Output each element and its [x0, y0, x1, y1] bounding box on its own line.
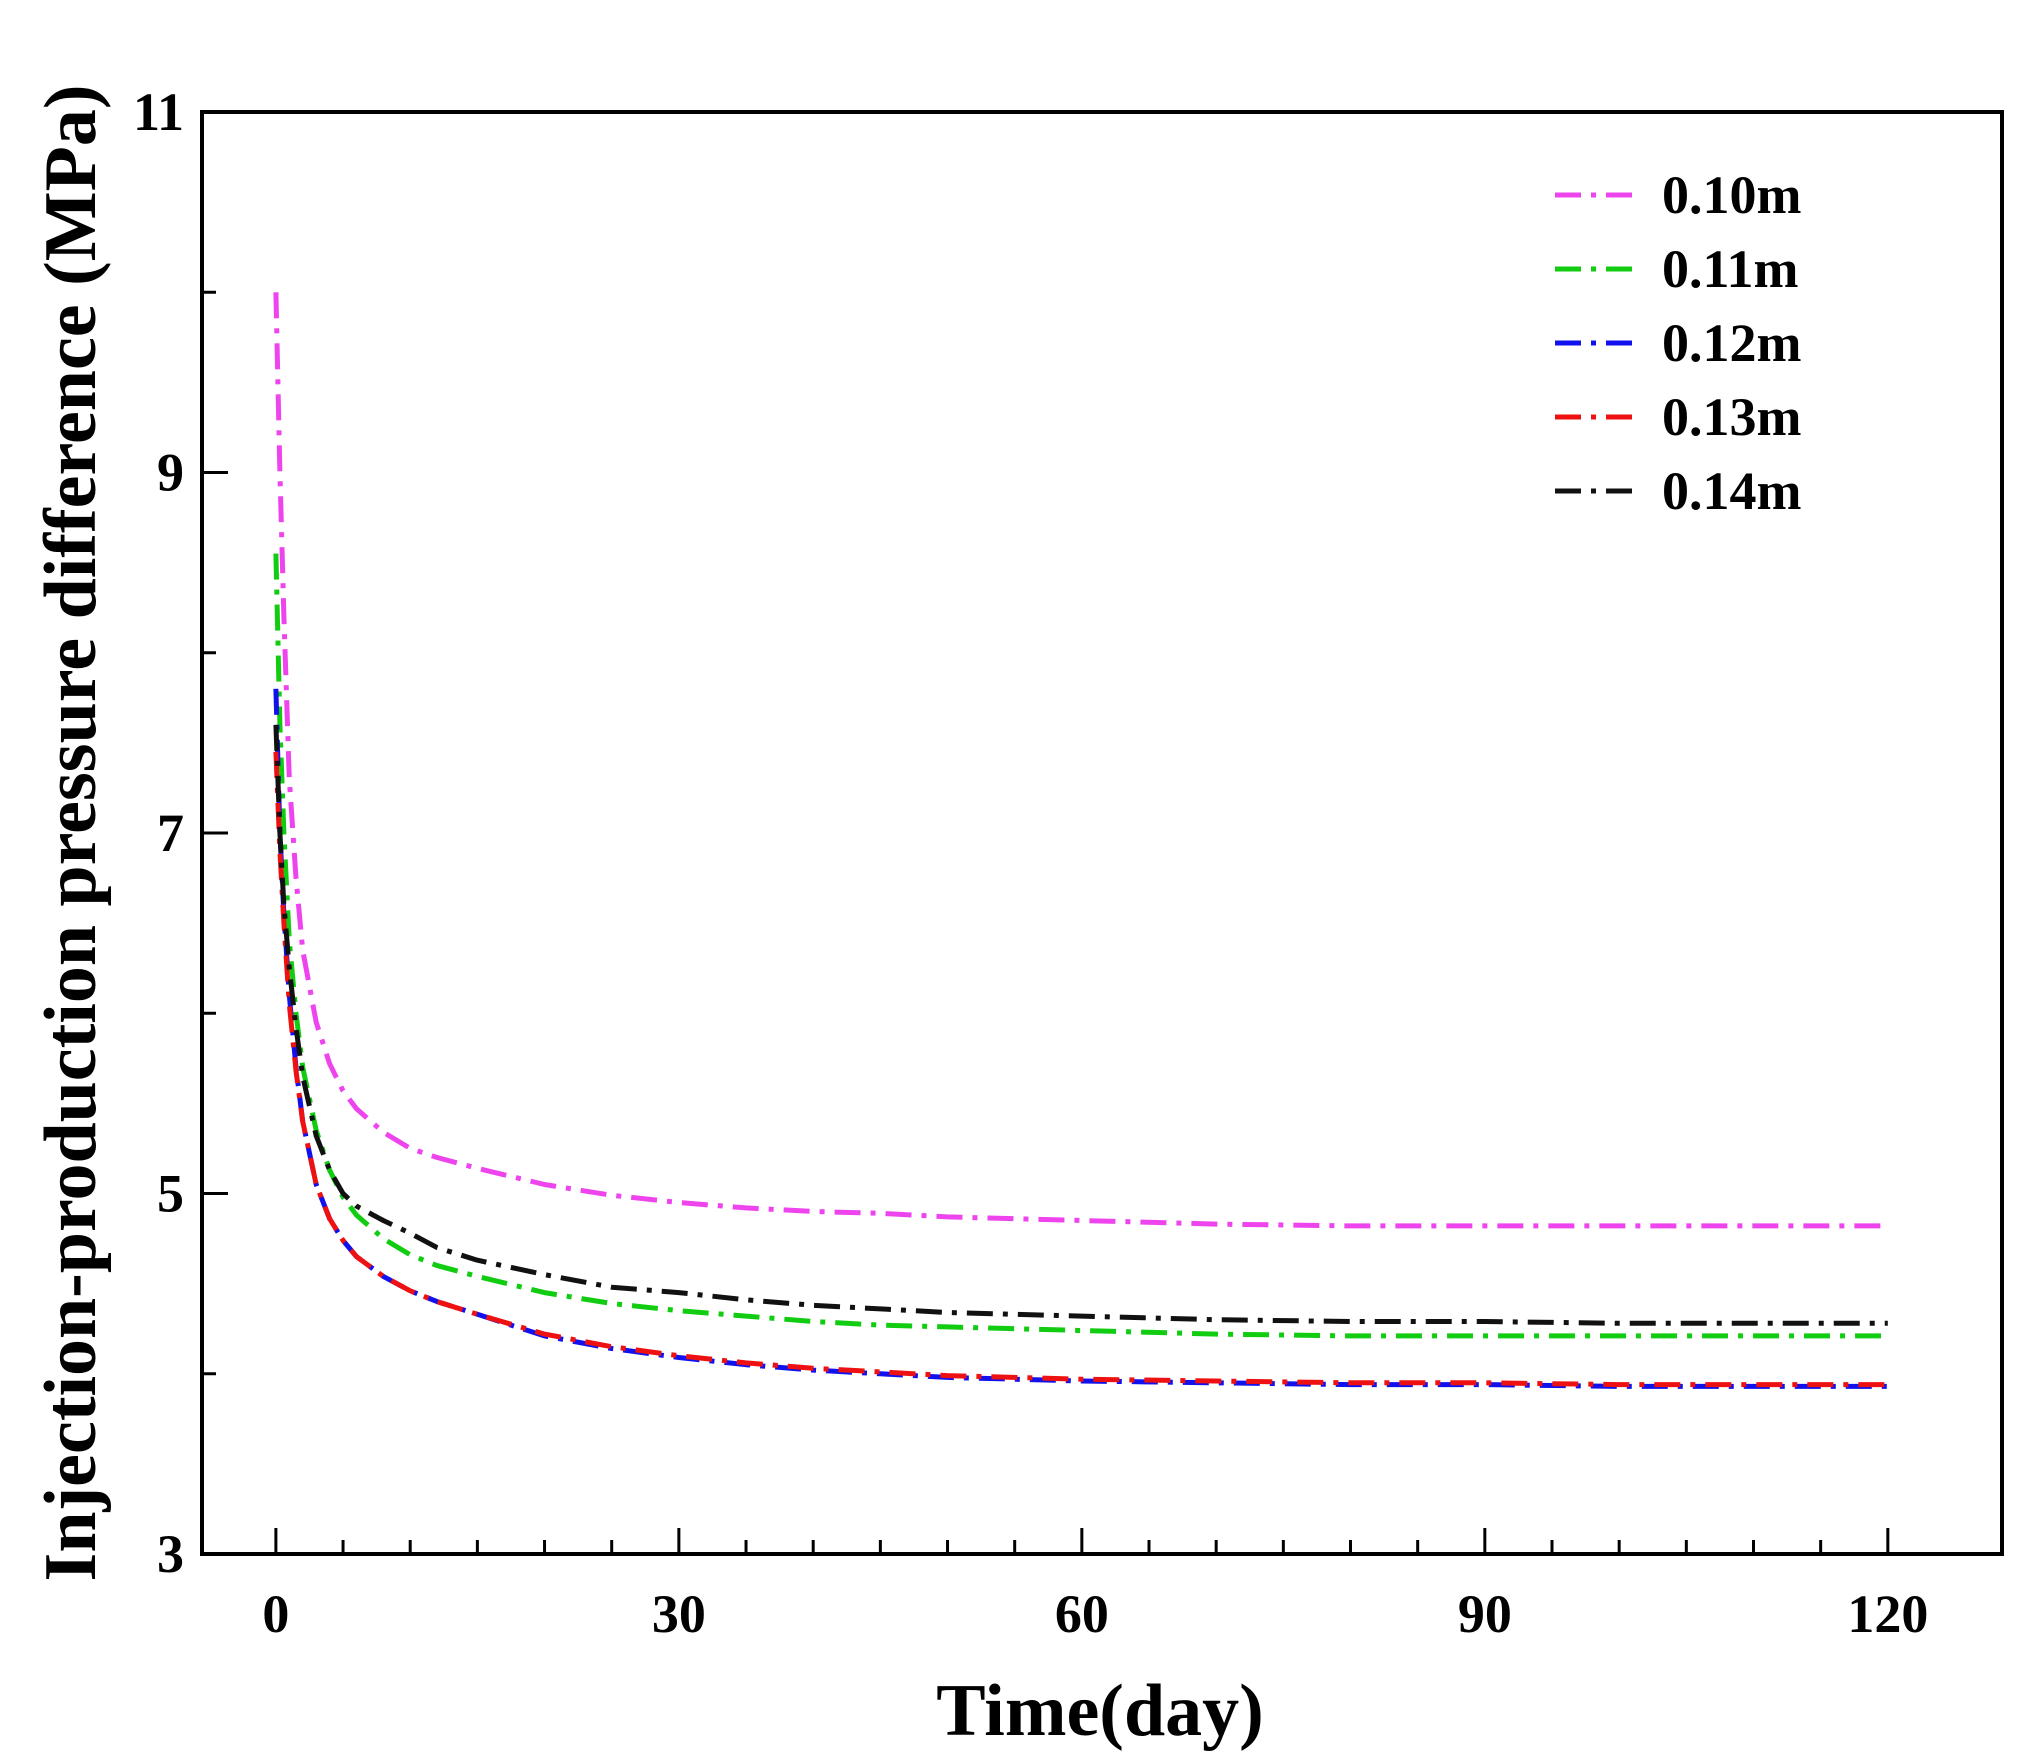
series-lines — [273, 292, 1888, 1389]
axis-ticks — [202, 110, 1890, 1556]
series-line-0.10m — [273, 292, 1888, 1229]
y-axis-title: Injection-production pressure difference… — [30, 85, 112, 1582]
x-tick-label: 120 — [1847, 1584, 1928, 1644]
y-tick-labels: 3 5 7 9 11 — [133, 82, 184, 1584]
series-line-0.14m — [273, 724, 1888, 1326]
y-tick-label: 11 — [133, 82, 184, 142]
series-line-0.13m — [273, 751, 1888, 1388]
x-tick-labels: 0 30 60 90 120 — [262, 1584, 1928, 1644]
x-tick-label: 60 — [1055, 1584, 1109, 1644]
legend-label: 0.14m — [1662, 461, 1802, 521]
y-tick-label: 3 — [157, 1524, 184, 1584]
x-axis-title: Time(day) — [936, 1670, 1264, 1752]
legend: 0.10m 0.11m 0.12m 0.13m 0.14m — [1555, 165, 1802, 521]
legend-label: 0.10m — [1662, 165, 1802, 225]
y-tick-label: 5 — [157, 1164, 184, 1224]
x-tick-label: 0 — [262, 1584, 289, 1644]
y-tick-label: 7 — [157, 803, 184, 863]
series-line-0.12m — [273, 688, 1888, 1389]
x-tick-label: 90 — [1458, 1584, 1512, 1644]
series-line-0.11m — [273, 553, 1888, 1339]
x-tick-label: 30 — [652, 1584, 706, 1644]
legend-label: 0.12m — [1662, 313, 1802, 373]
legend-label: 0.11m — [1662, 239, 1799, 299]
legend-label: 0.13m — [1662, 387, 1802, 447]
y-tick-label: 9 — [157, 443, 184, 503]
